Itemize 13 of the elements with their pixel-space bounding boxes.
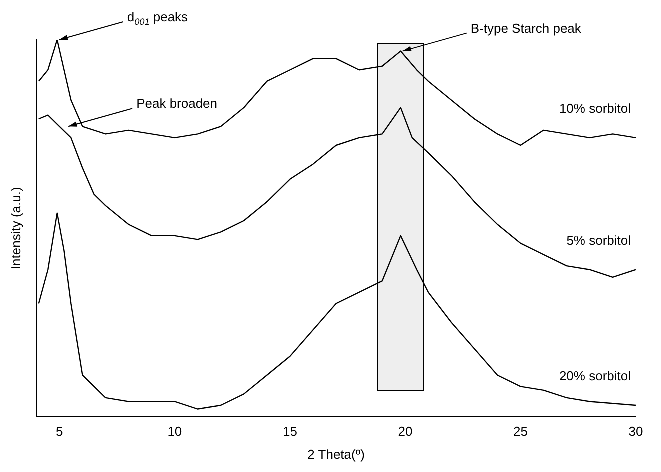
series-label: 5% sorbitol — [566, 232, 632, 248]
annotation: Peak broaden — [136, 96, 218, 112]
x-tick-label: 5 — [56, 424, 64, 440]
x-tick-label: 30 — [628, 424, 644, 440]
x-tick-label: 15 — [282, 424, 298, 440]
x-tick-label: 25 — [513, 424, 528, 440]
x-tick-label: 10 — [168, 424, 182, 440]
series-label: 10% sorbitol — [559, 101, 632, 116]
x-tick-label: 20 — [398, 424, 413, 440]
x-axis-title: 2 Theta(º) — [308, 446, 365, 462]
annotation: B-type Starch peak — [470, 20, 582, 36]
y-axis-title: Intensity (a.u.) — [8, 187, 24, 270]
series-label: 20% sorbitol — [559, 368, 632, 384]
